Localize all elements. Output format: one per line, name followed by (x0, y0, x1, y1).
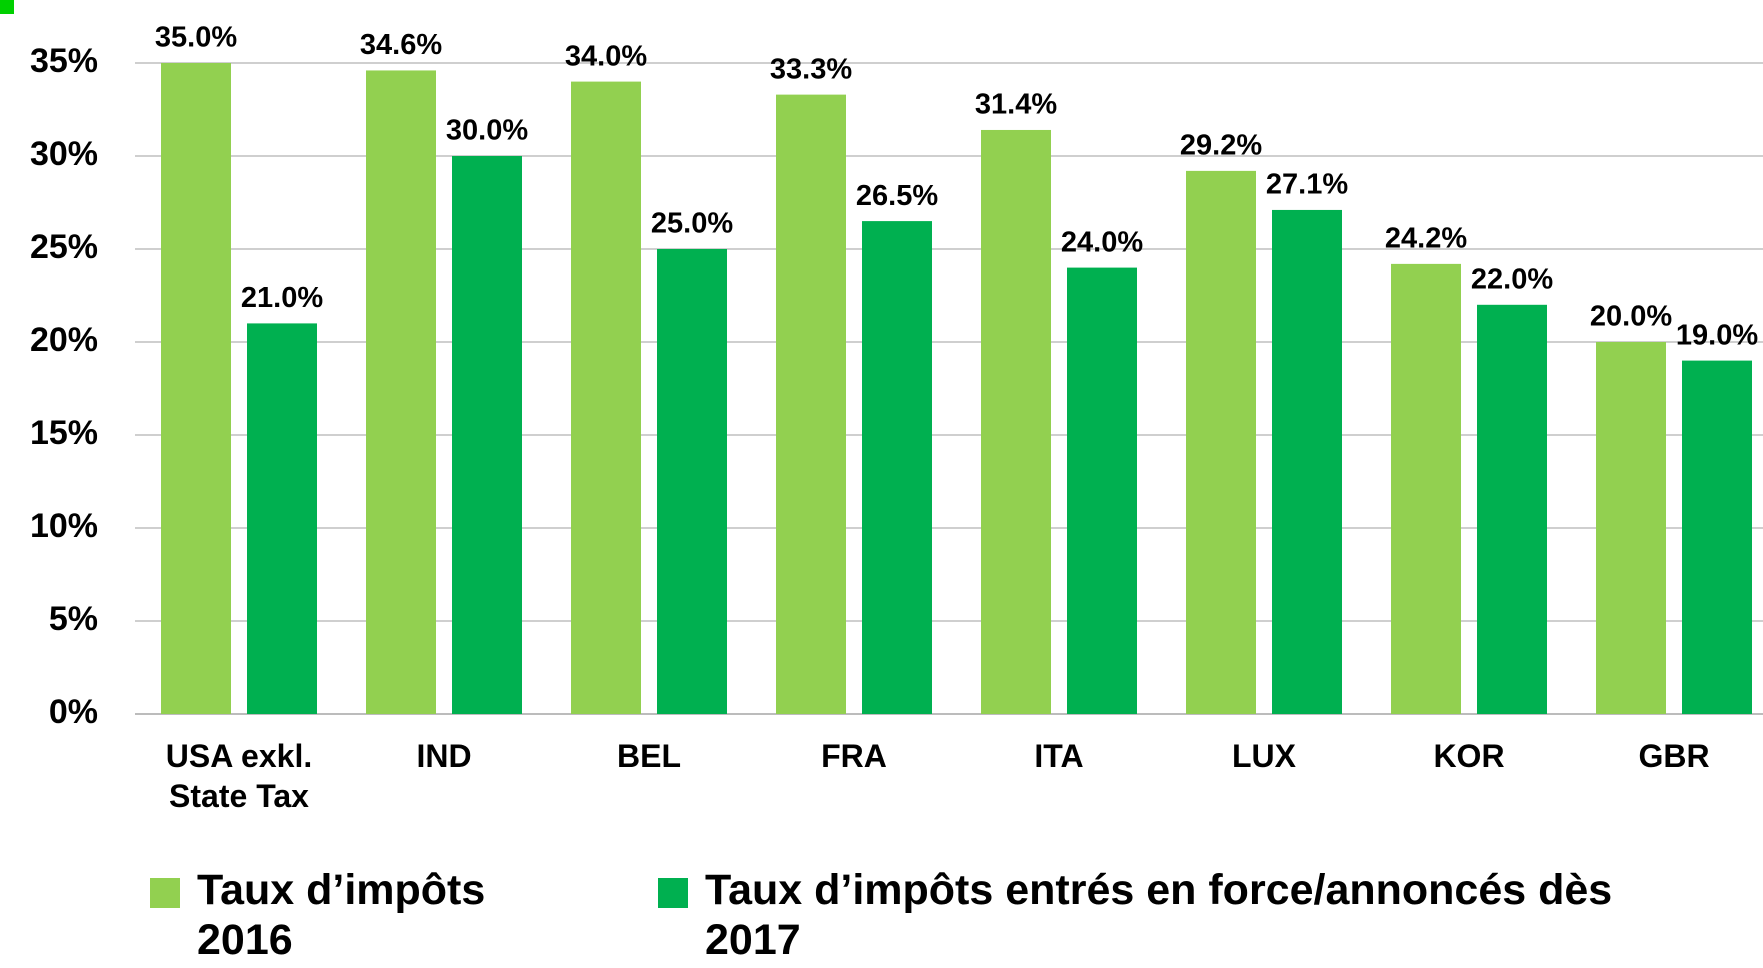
bar (1391, 263, 1461, 714)
y-tick-label: 10% (30, 507, 98, 545)
data-label: 33.3% (770, 53, 852, 85)
data-label: 22.0% (1471, 263, 1553, 295)
data-label: 25.0% (651, 208, 733, 240)
bar (1067, 267, 1137, 714)
bar (366, 70, 436, 714)
y-tick-label: 30% (30, 135, 98, 173)
x-tick-label: ITA (1034, 738, 1084, 774)
data-label: 24.0% (1061, 226, 1143, 258)
x-tick-label: USA exkl. State Tax (165, 738, 313, 814)
x-tick-label: IND (416, 738, 472, 774)
bar (776, 94, 846, 715)
bar (247, 323, 317, 714)
data-label: 34.6% (360, 29, 442, 61)
x-tick-label: GBR (1638, 738, 1710, 774)
y-tick-label: 20% (30, 321, 98, 359)
data-label: 24.2% (1385, 223, 1467, 255)
bar (1682, 360, 1752, 714)
bar (981, 129, 1051, 714)
data-label: 30.0% (446, 115, 528, 147)
data-label: 19.0% (1676, 319, 1758, 351)
bar (1596, 342, 1666, 714)
bar (1477, 304, 1547, 714)
y-tick-label: 35% (30, 42, 98, 80)
x-tick-label: KOR (1433, 738, 1505, 774)
data-label: 31.4% (975, 89, 1057, 121)
y-tick-label: 0% (49, 693, 98, 731)
legend-swatch (150, 878, 180, 908)
data-label: 26.5% (856, 180, 938, 212)
legend-label: Taux d’impôts entrés en force/annoncés d… (705, 866, 1613, 964)
data-label: 27.1% (1266, 169, 1348, 201)
data-label: 35.0% (155, 22, 237, 54)
data-label: 20.0% (1590, 301, 1672, 333)
x-tick-label: LUX (1232, 738, 1296, 774)
legend-label: Taux d’impôts 2016 (197, 866, 486, 964)
x-tick-label: FRA (821, 738, 887, 774)
data-label: 21.0% (241, 282, 323, 314)
legend-swatch (658, 878, 688, 908)
y-tick-label: 5% (49, 600, 98, 638)
data-label: 29.2% (1180, 130, 1262, 162)
x-tick-label: BEL (617, 738, 681, 774)
bar (862, 221, 932, 714)
corner-mark (0, 0, 14, 14)
y-tick-label: 15% (30, 414, 98, 452)
bar (1186, 170, 1256, 714)
bar (1272, 209, 1342, 714)
bar (657, 249, 727, 714)
bar (571, 81, 641, 715)
y-tick-label: 25% (30, 228, 98, 266)
bar (452, 156, 522, 714)
bar (161, 63, 231, 714)
data-label: 34.0% (565, 40, 647, 72)
